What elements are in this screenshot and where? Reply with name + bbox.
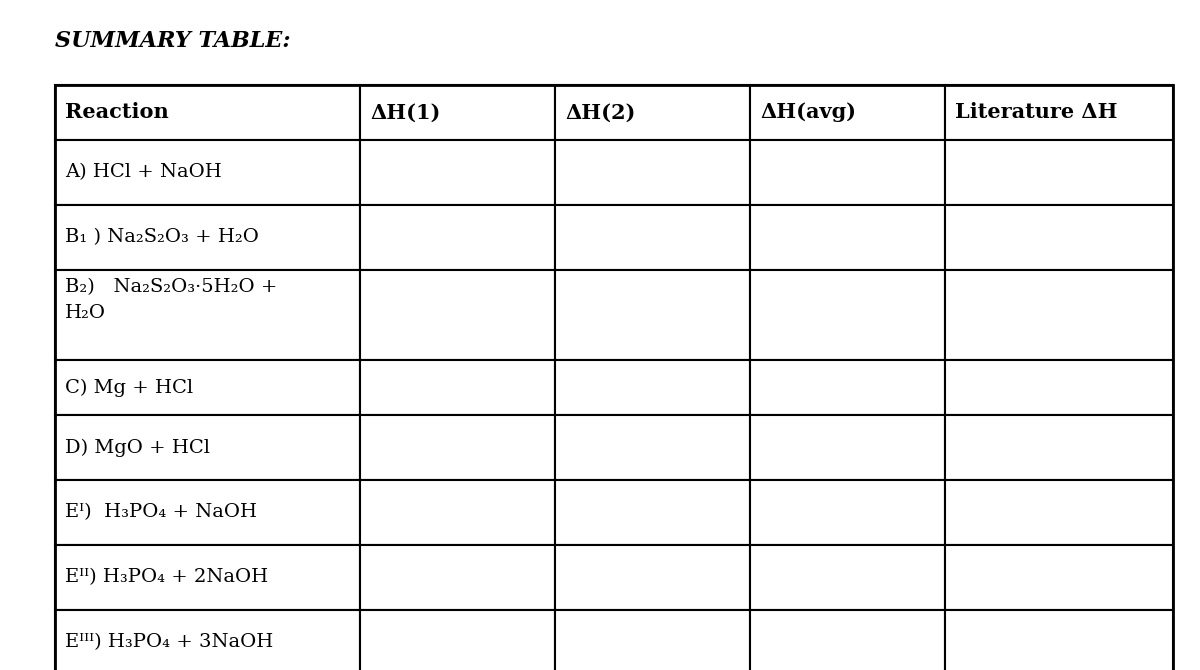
Bar [750,415,946,480]
Bar [554,85,750,140]
Text: SUMMARY TABLE:: SUMMARY TABLE: [55,30,290,52]
Bar [55,140,360,205]
Bar [360,205,554,270]
Bar [554,205,750,270]
Text: C) Mg + HCl: C) Mg + HCl [65,379,193,397]
Bar [946,360,1174,415]
Bar [946,545,1174,610]
Bar [946,480,1174,545]
Text: D) MgO + HCl: D) MgO + HCl [65,438,210,457]
Text: ΔH(1): ΔH(1) [370,103,440,123]
Text: Eᴵᴵᴵ) H₃PO₄ + 3NaOH: Eᴵᴵᴵ) H₃PO₄ + 3NaOH [65,634,274,651]
Bar [554,480,750,545]
Bar [946,610,1174,670]
Bar [946,415,1174,480]
Text: Reaction: Reaction [65,103,169,123]
Bar [360,480,554,545]
Bar [554,270,750,360]
Bar [946,205,1174,270]
Bar [554,545,750,610]
Bar [554,360,750,415]
Bar [360,610,554,670]
Bar [360,360,554,415]
Bar [55,545,360,610]
Text: Literature ΔH: Literature ΔH [955,103,1117,123]
Bar [55,205,360,270]
Text: A) HCl + NaOH: A) HCl + NaOH [65,163,222,182]
Bar [55,415,360,480]
Bar [750,480,946,545]
Bar [750,270,946,360]
Bar [750,610,946,670]
Bar [750,545,946,610]
Bar [55,360,360,415]
Text: ΔH(avg): ΔH(avg) [760,103,856,123]
Bar [554,415,750,480]
Text: B₂)   Na₂S₂O₃·5H₂O +
H₂O: B₂) Na₂S₂O₃·5H₂O + H₂O [65,278,277,322]
Bar [360,415,554,480]
Bar [946,140,1174,205]
Text: Eᴵ)  H₃PO₄ + NaOH: Eᴵ) H₃PO₄ + NaOH [65,503,257,521]
Bar [750,205,946,270]
Bar [55,270,360,360]
Bar [750,140,946,205]
Bar [55,85,1174,670]
Bar [946,270,1174,360]
Bar [360,545,554,610]
Bar [360,85,554,140]
Text: ΔH(2): ΔH(2) [565,103,635,123]
Bar [360,140,554,205]
Bar [946,85,1174,140]
Bar [55,85,360,140]
Bar [360,270,554,360]
Text: B₁ ) Na₂S₂O₃ + H₂O: B₁ ) Na₂S₂O₃ + H₂O [65,228,259,247]
Bar [55,480,360,545]
Bar [554,140,750,205]
Bar [750,85,946,140]
Bar [750,360,946,415]
Bar [554,610,750,670]
Bar [55,610,360,670]
Text: Eᴵᴵ) H₃PO₄ + 2NaOH: Eᴵᴵ) H₃PO₄ + 2NaOH [65,569,268,586]
